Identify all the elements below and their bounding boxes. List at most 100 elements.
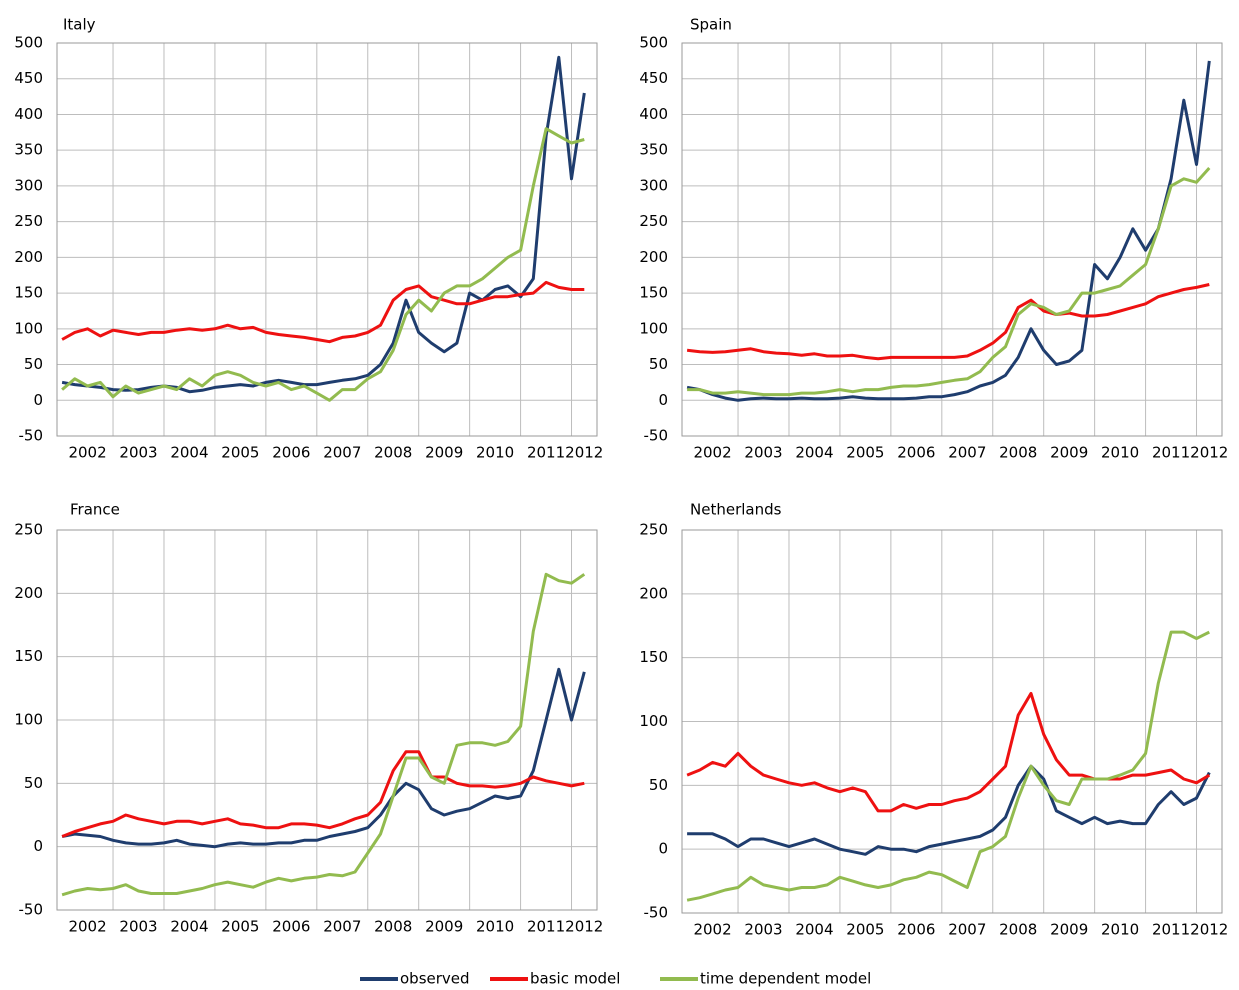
y-tick-label: 300 [14,176,43,194]
x-tick-label: 2005 [846,444,884,462]
x-tick-label: 2005 [846,921,884,939]
x-tick-label: 2005 [221,918,259,936]
y-tick-label: 400 [639,105,668,123]
series-line [61,667,586,849]
panel-title: Spain [690,16,732,34]
y-tick-label: 150 [639,648,668,666]
x-tick-label: 2006 [897,444,935,462]
y-tick-label: 450 [14,69,43,87]
y-tick-label: 50 [649,776,668,794]
y-tick-label: 200 [14,584,43,602]
x-tick-label: 2010 [476,918,514,936]
x-tick-label: 2007 [323,444,361,462]
y-tick-label: 150 [14,284,43,302]
legend-label: basic model [530,970,620,988]
x-tick-label: 2012 [1190,444,1228,462]
legend-label: time dependent model [700,970,871,988]
y-tick-label: 450 [639,69,668,87]
x-tick-label: 2008 [999,921,1037,939]
y-tick-label: 400 [14,105,43,123]
series-line [61,127,585,402]
y-tick-label: 250 [14,212,43,230]
x-tick-label: 2002 [693,921,731,939]
y-tick-label: 0 [658,391,668,409]
y-tick-label: 100 [14,319,43,337]
x-tick-label: 2009 [425,918,463,936]
plot-frame [56,529,598,911]
plot-frame [56,42,598,437]
x-tick-label: 2004 [170,444,208,462]
x-tick-label: 2007 [323,918,361,936]
series-line [686,60,1211,402]
x-tick-label: 2011 [527,444,565,462]
x-tick-label: 2004 [170,918,208,936]
y-tick-label: 200 [639,584,668,602]
y-tick-label: 350 [639,141,668,159]
x-tick-label: 2002 [693,444,731,462]
y-tick-label: 350 [14,141,43,159]
y-tick-label: 250 [639,212,668,230]
y-tick-label: 100 [639,319,668,337]
y-tick-label: 0 [658,840,668,858]
x-tick-label: 2003 [119,444,157,462]
legend-label: observed [400,970,470,988]
y-tick-label: 300 [639,176,668,194]
x-tick-label: 2003 [744,444,782,462]
panel-title: France [70,501,120,519]
panel-title: Italy [63,16,96,34]
x-tick-label: 2005 [221,444,259,462]
y-tick-label: -50 [19,427,44,445]
x-tick-label: 2004 [795,921,833,939]
panel-title: Netherlands [690,501,782,519]
x-tick-label: 2002 [68,444,106,462]
y-tick-label: 50 [24,774,43,792]
y-tick-label: 100 [639,712,668,730]
x-tick-label: 2004 [795,444,833,462]
x-tick-label: 2009 [1050,921,1088,939]
x-tick-label: 2010 [1101,444,1139,462]
x-tick-label: 2012 [1190,921,1228,939]
y-tick-label: 150 [639,284,668,302]
y-tick-label: 200 [14,248,43,266]
x-tick-label: 2011 [1152,921,1190,939]
y-tick-label: 50 [649,355,668,373]
series-line [687,764,1211,856]
x-tick-label: 2006 [272,918,310,936]
x-tick-label: 2008 [999,444,1037,462]
x-tick-label: 2012 [565,444,603,462]
y-tick-label: 0 [33,837,43,855]
y-tick-label: -50 [644,427,669,445]
x-tick-label: 2006 [272,444,310,462]
y-tick-label: 150 [14,647,43,665]
x-tick-label: 2009 [1050,444,1088,462]
x-tick-label: 2007 [948,921,986,939]
x-tick-label: 2010 [476,444,514,462]
x-tick-label: 2003 [119,918,157,936]
x-tick-label: 2012 [565,918,603,936]
series-line [686,283,1210,361]
y-tick-label: 250 [14,521,43,539]
y-tick-label: 500 [639,34,668,52]
series-line [61,572,586,897]
y-tick-label: -50 [19,901,44,919]
y-tick-label: 50 [24,355,43,373]
y-tick-label: 500 [14,34,43,52]
x-tick-label: 2009 [425,444,463,462]
plot-frame [681,42,1223,437]
series-line [61,280,585,344]
x-tick-label: 2006 [897,921,935,939]
series-line [687,166,1211,397]
y-tick-label: 0 [33,391,43,409]
x-tick-label: 2011 [527,918,565,936]
y-tick-label: 100 [14,711,43,729]
x-tick-label: 2010 [1101,921,1139,939]
series-line [61,750,585,838]
x-tick-label: 2008 [374,918,412,936]
x-tick-label: 2011 [1152,444,1190,462]
x-tick-label: 2003 [744,921,782,939]
series-line [61,55,586,394]
x-tick-label: 2002 [68,918,106,936]
series-line [686,691,1211,813]
x-tick-label: 2007 [948,444,986,462]
